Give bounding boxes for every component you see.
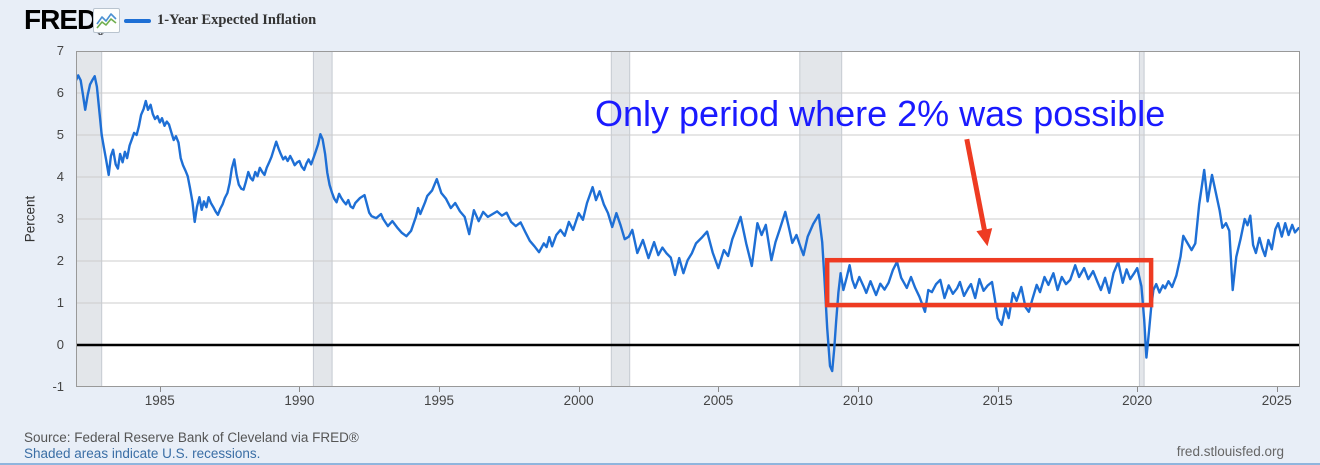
x-tick-mark — [159, 387, 161, 392]
y-tick-label: -1 — [52, 379, 64, 394]
y-tick-label: 6 — [56, 85, 64, 100]
highlight-box — [824, 257, 1154, 308]
x-tick-label: 2005 — [703, 393, 734, 408]
source-attribution: Source: Federal Reserve Bank of Clevelan… — [24, 430, 359, 445]
x-tick-mark — [439, 387, 440, 392]
x-tick-label: 1995 — [423, 393, 455, 408]
y-tick-label: 4 — [56, 169, 64, 184]
y-tick-label: 3 — [56, 211, 64, 226]
x-tick-mark — [718, 387, 720, 392]
chart-plot-area[interactable] — [76, 51, 1300, 387]
x-tick-mark — [578, 387, 580, 392]
x-tick-label: 2000 — [563, 393, 594, 408]
fred-logo: FRED® — [24, 4, 104, 37]
annotation-text: Only period where 2% was possible — [595, 93, 1166, 134]
x-tick-mark — [997, 387, 999, 392]
y-tick-label: 1 — [56, 295, 64, 310]
annotation-arrow-shaft — [964, 138, 988, 234]
x-tick-label: 1990 — [284, 393, 315, 408]
x-tick-label: 1985 — [144, 393, 175, 408]
plot-border — [76, 51, 1300, 387]
x-tick-mark — [857, 387, 859, 392]
y-tick-label: 5 — [56, 127, 64, 142]
x-tick-mark — [1276, 387, 1278, 392]
bottom-accent-bar — [0, 463, 1320, 465]
legend-line-swatch — [124, 19, 151, 23]
x-tick-label: 2015 — [982, 393, 1013, 408]
series-line — [76, 74, 1300, 373]
x-tick-label: 2020 — [1122, 393, 1153, 408]
x-tick-label: 2010 — [842, 393, 873, 408]
legend-series-label: 1-Year Expected Inflation — [157, 12, 317, 28]
fred-chart-icon — [93, 8, 120, 33]
recessions-note-link[interactable]: Shaded areas indicate U.S. recessions. — [24, 446, 261, 461]
x-tick-mark — [1137, 387, 1139, 392]
fred-site-link[interactable]: fred.stlouisfed.org — [1176, 444, 1284, 459]
y-tick-label: 7 — [56, 43, 64, 58]
annotation-arrow-head — [976, 228, 993, 247]
x-tick-mark — [299, 387, 301, 392]
x-tick-label: 2025 — [1261, 393, 1292, 408]
y-tick-label: 0 — [56, 337, 64, 352]
y-tick-label: 2 — [56, 253, 64, 268]
